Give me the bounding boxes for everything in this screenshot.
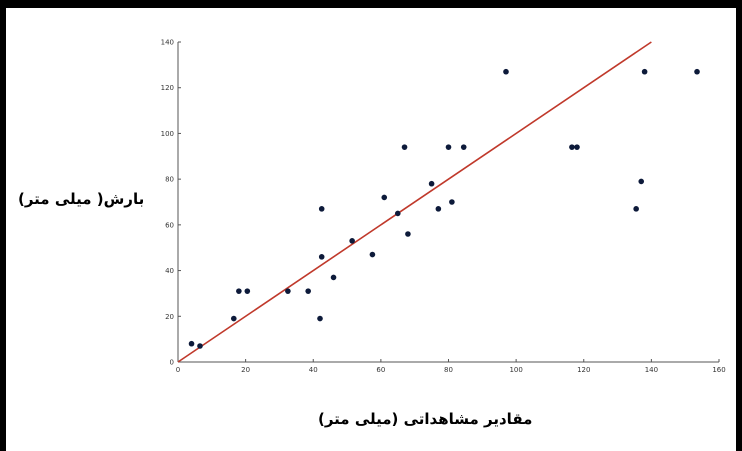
data-point (435, 206, 442, 212)
data-point (694, 68, 700, 75)
data-point (236, 288, 242, 294)
y-tick-label: 140 (161, 39, 174, 47)
data-point (460, 144, 467, 150)
data-point (569, 144, 575, 150)
data-point (449, 199, 455, 205)
x-tick-label: 160 (712, 366, 725, 374)
y-tick-label: 120 (161, 84, 174, 92)
data-point (641, 68, 648, 75)
y-tick-label: 20 (165, 313, 174, 321)
data-point (574, 144, 580, 150)
data-point (503, 68, 509, 75)
y-tick-label: 60 (165, 221, 174, 229)
data-point (244, 288, 251, 294)
x-tick-label: 60 (376, 366, 385, 374)
y-axis-label: بارش( میلی متر) (18, 190, 145, 208)
data-point (230, 315, 237, 322)
data-point (330, 274, 337, 281)
data-point (401, 144, 408, 150)
y-tick-label: 0 (170, 359, 174, 367)
fit-line-group (177, 41, 652, 363)
x-tick-label: 40 (309, 366, 318, 374)
fit-line (177, 41, 652, 363)
x-tick-label: 0 (176, 366, 180, 374)
y-tick-label: 40 (165, 267, 174, 275)
data-point (405, 231, 411, 237)
data-point (305, 288, 311, 294)
data-point (317, 315, 323, 322)
x-tick-label: 20 (241, 366, 250, 374)
data-point (638, 178, 645, 185)
data-point (394, 210, 401, 217)
data-point (633, 206, 639, 212)
data-point (428, 180, 435, 187)
data-point (318, 254, 325, 260)
data-point (197, 343, 203, 349)
data-points (188, 68, 700, 349)
x-axis-label: مقادیر مشاهداتی (میلی متر) (318, 410, 533, 428)
y-tick-label: 80 (165, 176, 174, 184)
data-point (369, 251, 376, 258)
y-tick-label: 100 (161, 130, 174, 138)
data-point (349, 238, 355, 244)
x-tick-label: 120 (577, 366, 590, 374)
data-point (381, 194, 388, 201)
data-point (188, 340, 195, 347)
x-tick-label: 100 (509, 366, 522, 374)
x-tick-label: 80 (444, 366, 453, 374)
plot-axes: 0 20 40 60 80 100 120 140 160 0 20 40 60 80 100 120 140 (161, 39, 726, 375)
data-point (445, 144, 452, 150)
data-point (285, 288, 291, 294)
x-tick-label: 140 (645, 366, 658, 374)
data-point (318, 206, 325, 212)
